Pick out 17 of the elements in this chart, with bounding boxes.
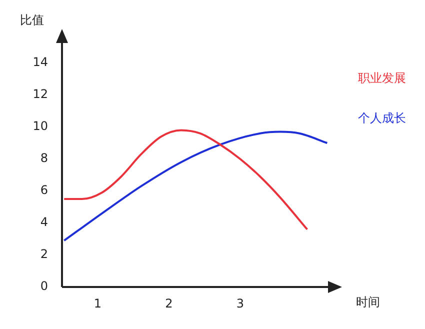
text: 个人成长 [358,111,406,126]
y-axis-title: 比值 [20,13,44,28]
line-series [63,129,308,230]
y-tick-label: 2 [40,247,48,262]
y-tick-label: 14 [32,55,48,70]
y-tick-label: 0 [40,279,48,294]
text: 职业发展 [358,71,406,86]
y-tick-label: 10 [32,119,48,134]
x-tick-label: 2 [165,296,173,310]
y-tick-label: 8 [40,151,48,166]
line-series [63,130,328,242]
y-tick-label: 4 [40,215,48,230]
y-tick-label: 6 [40,183,48,198]
y-tick-label: 12 [32,87,48,102]
x-tick-label: 3 [236,296,244,310]
x-tick-label: 1 [94,296,102,310]
x-axis-title: 时间 [356,295,380,310]
